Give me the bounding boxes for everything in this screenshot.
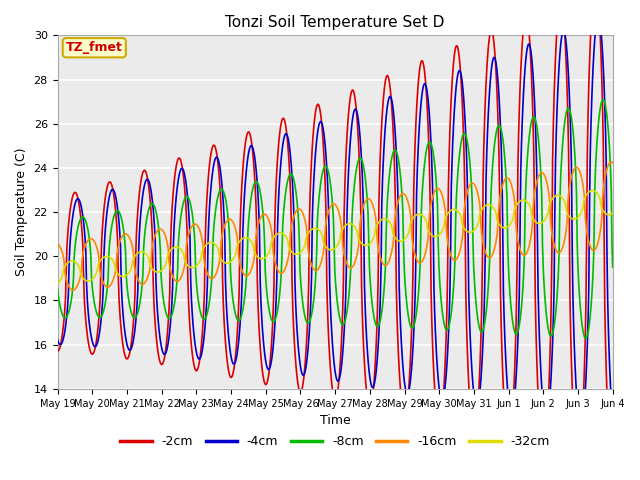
-32cm bbox=[589, 188, 596, 193]
-16cm bbox=[221, 221, 229, 227]
-8cm bbox=[269, 319, 277, 324]
Line: -4cm: -4cm bbox=[58, 17, 612, 429]
-16cm bbox=[270, 254, 278, 260]
Line: -2cm: -2cm bbox=[58, 0, 612, 470]
-32cm bbox=[424, 225, 431, 231]
-4cm bbox=[424, 91, 431, 96]
-16cm bbox=[609, 160, 616, 166]
X-axis label: Time: Time bbox=[320, 414, 351, 427]
-2cm bbox=[221, 329, 228, 335]
Text: TZ_fmet: TZ_fmet bbox=[66, 41, 123, 54]
-2cm bbox=[269, 307, 277, 313]
-16cm bbox=[54, 241, 61, 247]
-2cm bbox=[392, 283, 400, 288]
-2cm bbox=[248, 145, 256, 151]
-32cm bbox=[54, 281, 61, 287]
Line: -8cm: -8cm bbox=[58, 100, 612, 338]
-16cm bbox=[607, 159, 615, 165]
-4cm bbox=[221, 231, 228, 237]
-4cm bbox=[595, 14, 602, 20]
-8cm bbox=[392, 148, 400, 154]
-2cm bbox=[119, 340, 127, 346]
-2cm bbox=[424, 108, 431, 114]
-8cm bbox=[582, 336, 589, 341]
-4cm bbox=[609, 418, 616, 423]
-8cm bbox=[54, 286, 61, 292]
-2cm bbox=[609, 468, 616, 473]
Y-axis label: Soil Temperature (C): Soil Temperature (C) bbox=[15, 148, 28, 276]
-4cm bbox=[248, 144, 256, 149]
-2cm bbox=[54, 348, 61, 354]
-8cm bbox=[609, 264, 616, 270]
-8cm bbox=[600, 97, 607, 103]
-16cm bbox=[424, 235, 432, 240]
-8cm bbox=[119, 222, 127, 228]
-16cm bbox=[69, 287, 77, 293]
-4cm bbox=[392, 149, 400, 155]
-16cm bbox=[120, 232, 127, 238]
-8cm bbox=[221, 192, 228, 198]
-16cm bbox=[249, 261, 257, 267]
-4cm bbox=[269, 343, 277, 349]
-32cm bbox=[392, 236, 400, 242]
-4cm bbox=[119, 307, 127, 312]
-8cm bbox=[248, 189, 256, 194]
Line: -32cm: -32cm bbox=[58, 191, 612, 284]
Title: Tonzi Soil Temperature Set D: Tonzi Soil Temperature Set D bbox=[225, 15, 445, 30]
-32cm bbox=[248, 240, 256, 246]
-8cm bbox=[424, 143, 431, 149]
Line: -16cm: -16cm bbox=[58, 162, 612, 290]
-4cm bbox=[577, 426, 585, 432]
-32cm bbox=[609, 210, 616, 216]
-32cm bbox=[119, 274, 127, 279]
-32cm bbox=[269, 236, 277, 241]
-4cm bbox=[54, 337, 61, 343]
Legend: -2cm, -4cm, -8cm, -16cm, -32cm: -2cm, -4cm, -8cm, -16cm, -32cm bbox=[115, 430, 555, 453]
-16cm bbox=[393, 203, 401, 208]
-32cm bbox=[221, 260, 228, 265]
